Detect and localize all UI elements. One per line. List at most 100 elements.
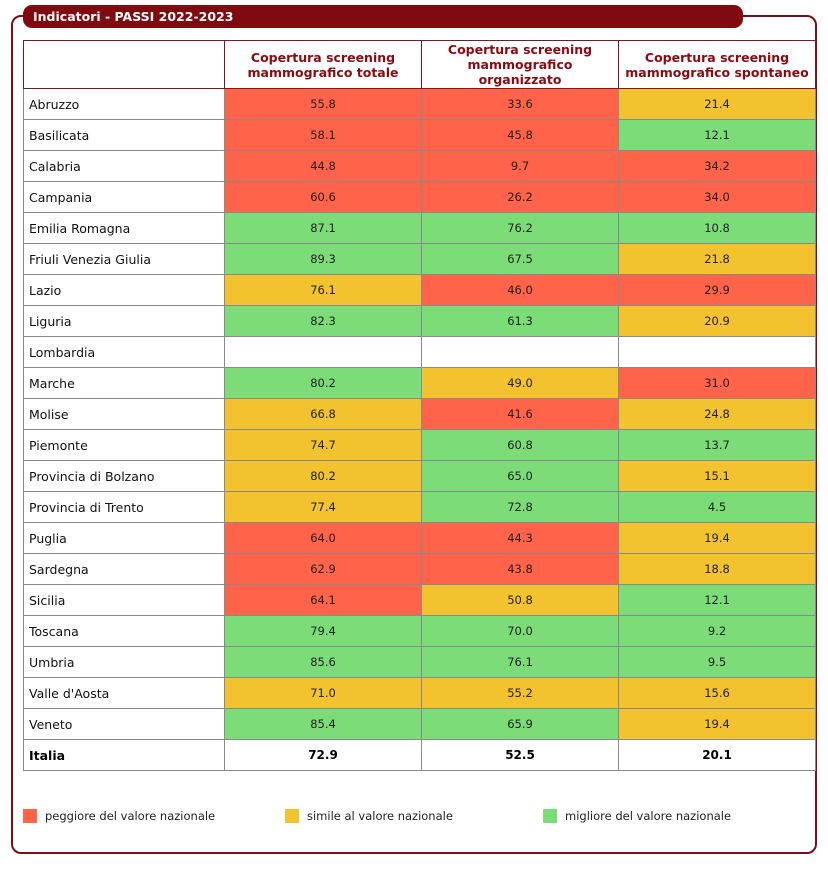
value-spontaneo: 31.0 — [618, 367, 816, 399]
region-cell: Emilia Romagna — [23, 212, 225, 244]
value-totale: 55.8 — [224, 88, 422, 120]
value-organizzato: 26.2 — [421, 181, 619, 213]
value-totale: 76.1 — [224, 274, 422, 306]
table-row-total: Italia 72.9 52.5 20.1 — [23, 739, 816, 771]
region-cell: Toscana — [23, 615, 225, 647]
value-totale: 71.0 — [224, 677, 422, 709]
value-totale: 79.4 — [224, 615, 422, 647]
region-cell: Campania — [23, 181, 225, 213]
value-totale: 58.1 — [224, 119, 422, 151]
table-row: Lombardia — [23, 336, 816, 368]
region-cell: Calabria — [23, 150, 225, 182]
region-cell: Valle d'Aosta — [23, 677, 225, 709]
value-organizzato: 44.3 — [421, 522, 619, 554]
value-totale: 64.0 — [224, 522, 422, 554]
value-spontaneo: 19.4 — [618, 708, 816, 740]
value-totale: 89.3 — [224, 243, 422, 275]
table-row: Sardegna 62.9 43.8 18.8 — [23, 553, 816, 585]
value-organizzato: 76.1 — [421, 646, 619, 678]
value-organizzato: 46.0 — [421, 274, 619, 306]
value-spontaneo: 10.8 — [618, 212, 816, 244]
value-organizzato: 61.3 — [421, 305, 619, 337]
value-totale: 74.7 — [224, 429, 422, 461]
table-row: Basilicata 58.1 45.8 12.1 — [23, 119, 816, 151]
value-totale: 44.8 — [224, 150, 422, 182]
region-cell: Sardegna — [23, 553, 225, 585]
legend-item-better: migliore del valore nazionale — [543, 809, 731, 823]
table-row: Marche 80.2 49.0 31.0 — [23, 367, 816, 399]
value-spontaneo: 24.8 — [618, 398, 816, 430]
value-spontaneo: 15.6 — [618, 677, 816, 709]
total-organizzato: 52.5 — [421, 739, 619, 771]
value-totale: 82.3 — [224, 305, 422, 337]
table-row: Calabria 44.8 9.7 34.2 — [23, 150, 816, 182]
value-spontaneo: 12.1 — [618, 119, 816, 151]
legend-label-worse: peggiore del valore nazionale — [45, 809, 216, 823]
table-row: Liguria 82.3 61.3 20.9 — [23, 305, 816, 337]
value-spontaneo: 9.2 — [618, 615, 816, 647]
region-cell: Umbria — [23, 646, 225, 678]
value-totale: 80.2 — [224, 367, 422, 399]
region-cell: Molise — [23, 398, 225, 430]
header-totale: Copertura screening mammografico totale — [224, 40, 422, 89]
value-spontaneo: 4.5 — [618, 491, 816, 523]
value-spontaneo: 13.7 — [618, 429, 816, 461]
header-spontaneo: Copertura screening mammografico spontan… — [618, 40, 816, 89]
value-spontaneo: 29.9 — [618, 274, 816, 306]
panel-title: Indicatori - PASSI 2022-2023 — [23, 5, 743, 28]
table-row: Campania 60.6 26.2 34.0 — [23, 181, 816, 213]
value-organizzato: 9.7 — [421, 150, 619, 182]
value-organizzato: 67.5 — [421, 243, 619, 275]
region-cell: Piemonte — [23, 429, 225, 461]
value-organizzato: 65.9 — [421, 708, 619, 740]
header-organizzato: Copertura screening mammografico organiz… — [421, 40, 619, 89]
legend-swatch-better — [543, 809, 557, 823]
legend-label-better: migliore del valore nazionale — [565, 809, 732, 823]
value-organizzato: 49.0 — [421, 367, 619, 399]
value-organizzato — [421, 336, 619, 368]
value-totale: 87.1 — [224, 212, 422, 244]
header-region — [23, 40, 225, 89]
value-totale: 80.2 — [224, 460, 422, 492]
table-row: Puglia 64.0 44.3 19.4 — [23, 522, 816, 554]
table-row: Provincia di Trento 77.4 72.8 4.5 — [23, 491, 816, 523]
region-cell: Lazio — [23, 274, 225, 306]
region-cell: Provincia di Trento — [23, 491, 225, 523]
table-row: Lazio 76.1 46.0 29.9 — [23, 274, 816, 306]
region-cell: Provincia di Bolzano — [23, 460, 225, 492]
value-organizzato: 76.2 — [421, 212, 619, 244]
indicators-table: Copertura screening mammografico totale … — [23, 40, 816, 771]
region-cell: Marche — [23, 367, 225, 399]
table-row: Provincia di Bolzano 80.2 65.0 15.1 — [23, 460, 816, 492]
value-totale: 62.9 — [224, 553, 422, 585]
total-spontaneo: 20.1 — [618, 739, 816, 771]
table-row: Abruzzo 55.8 33.6 21.4 — [23, 88, 816, 120]
value-spontaneo: 21.4 — [618, 88, 816, 120]
region-cell: Lombardia — [23, 336, 225, 368]
value-spontaneo: 15.1 — [618, 460, 816, 492]
value-organizzato: 43.8 — [421, 553, 619, 585]
value-organizzato: 65.0 — [421, 460, 619, 492]
table-row: Toscana 79.4 70.0 9.2 — [23, 615, 816, 647]
region-cell: Friuli Venezia Giulia — [23, 243, 225, 275]
value-totale: 60.6 — [224, 181, 422, 213]
table-row: Sicilia 64.1 50.8 12.1 — [23, 584, 816, 616]
value-spontaneo: 34.0 — [618, 181, 816, 213]
value-totale: 85.6 — [224, 646, 422, 678]
value-organizzato: 50.8 — [421, 584, 619, 616]
value-organizzato: 70.0 — [421, 615, 619, 647]
value-organizzato: 60.8 — [421, 429, 619, 461]
legend-item-similar: simile al valore nazionale — [285, 809, 453, 823]
table-row: Molise 66.8 41.6 24.8 — [23, 398, 816, 430]
region-cell: Puglia — [23, 522, 225, 554]
table-row: Friuli Venezia Giulia 89.3 67.5 21.8 — [23, 243, 816, 275]
legend-item-worse: peggiore del valore nazionale — [23, 809, 215, 823]
value-spontaneo: 12.1 — [618, 584, 816, 616]
value-totale — [224, 336, 422, 368]
value-organizzato: 45.8 — [421, 119, 619, 151]
value-spontaneo: 21.8 — [618, 243, 816, 275]
value-spontaneo: 9.5 — [618, 646, 816, 678]
total-label: Italia — [23, 739, 225, 771]
value-spontaneo: 18.8 — [618, 553, 816, 585]
legend-label-similar: simile al valore nazionale — [307, 809, 453, 823]
